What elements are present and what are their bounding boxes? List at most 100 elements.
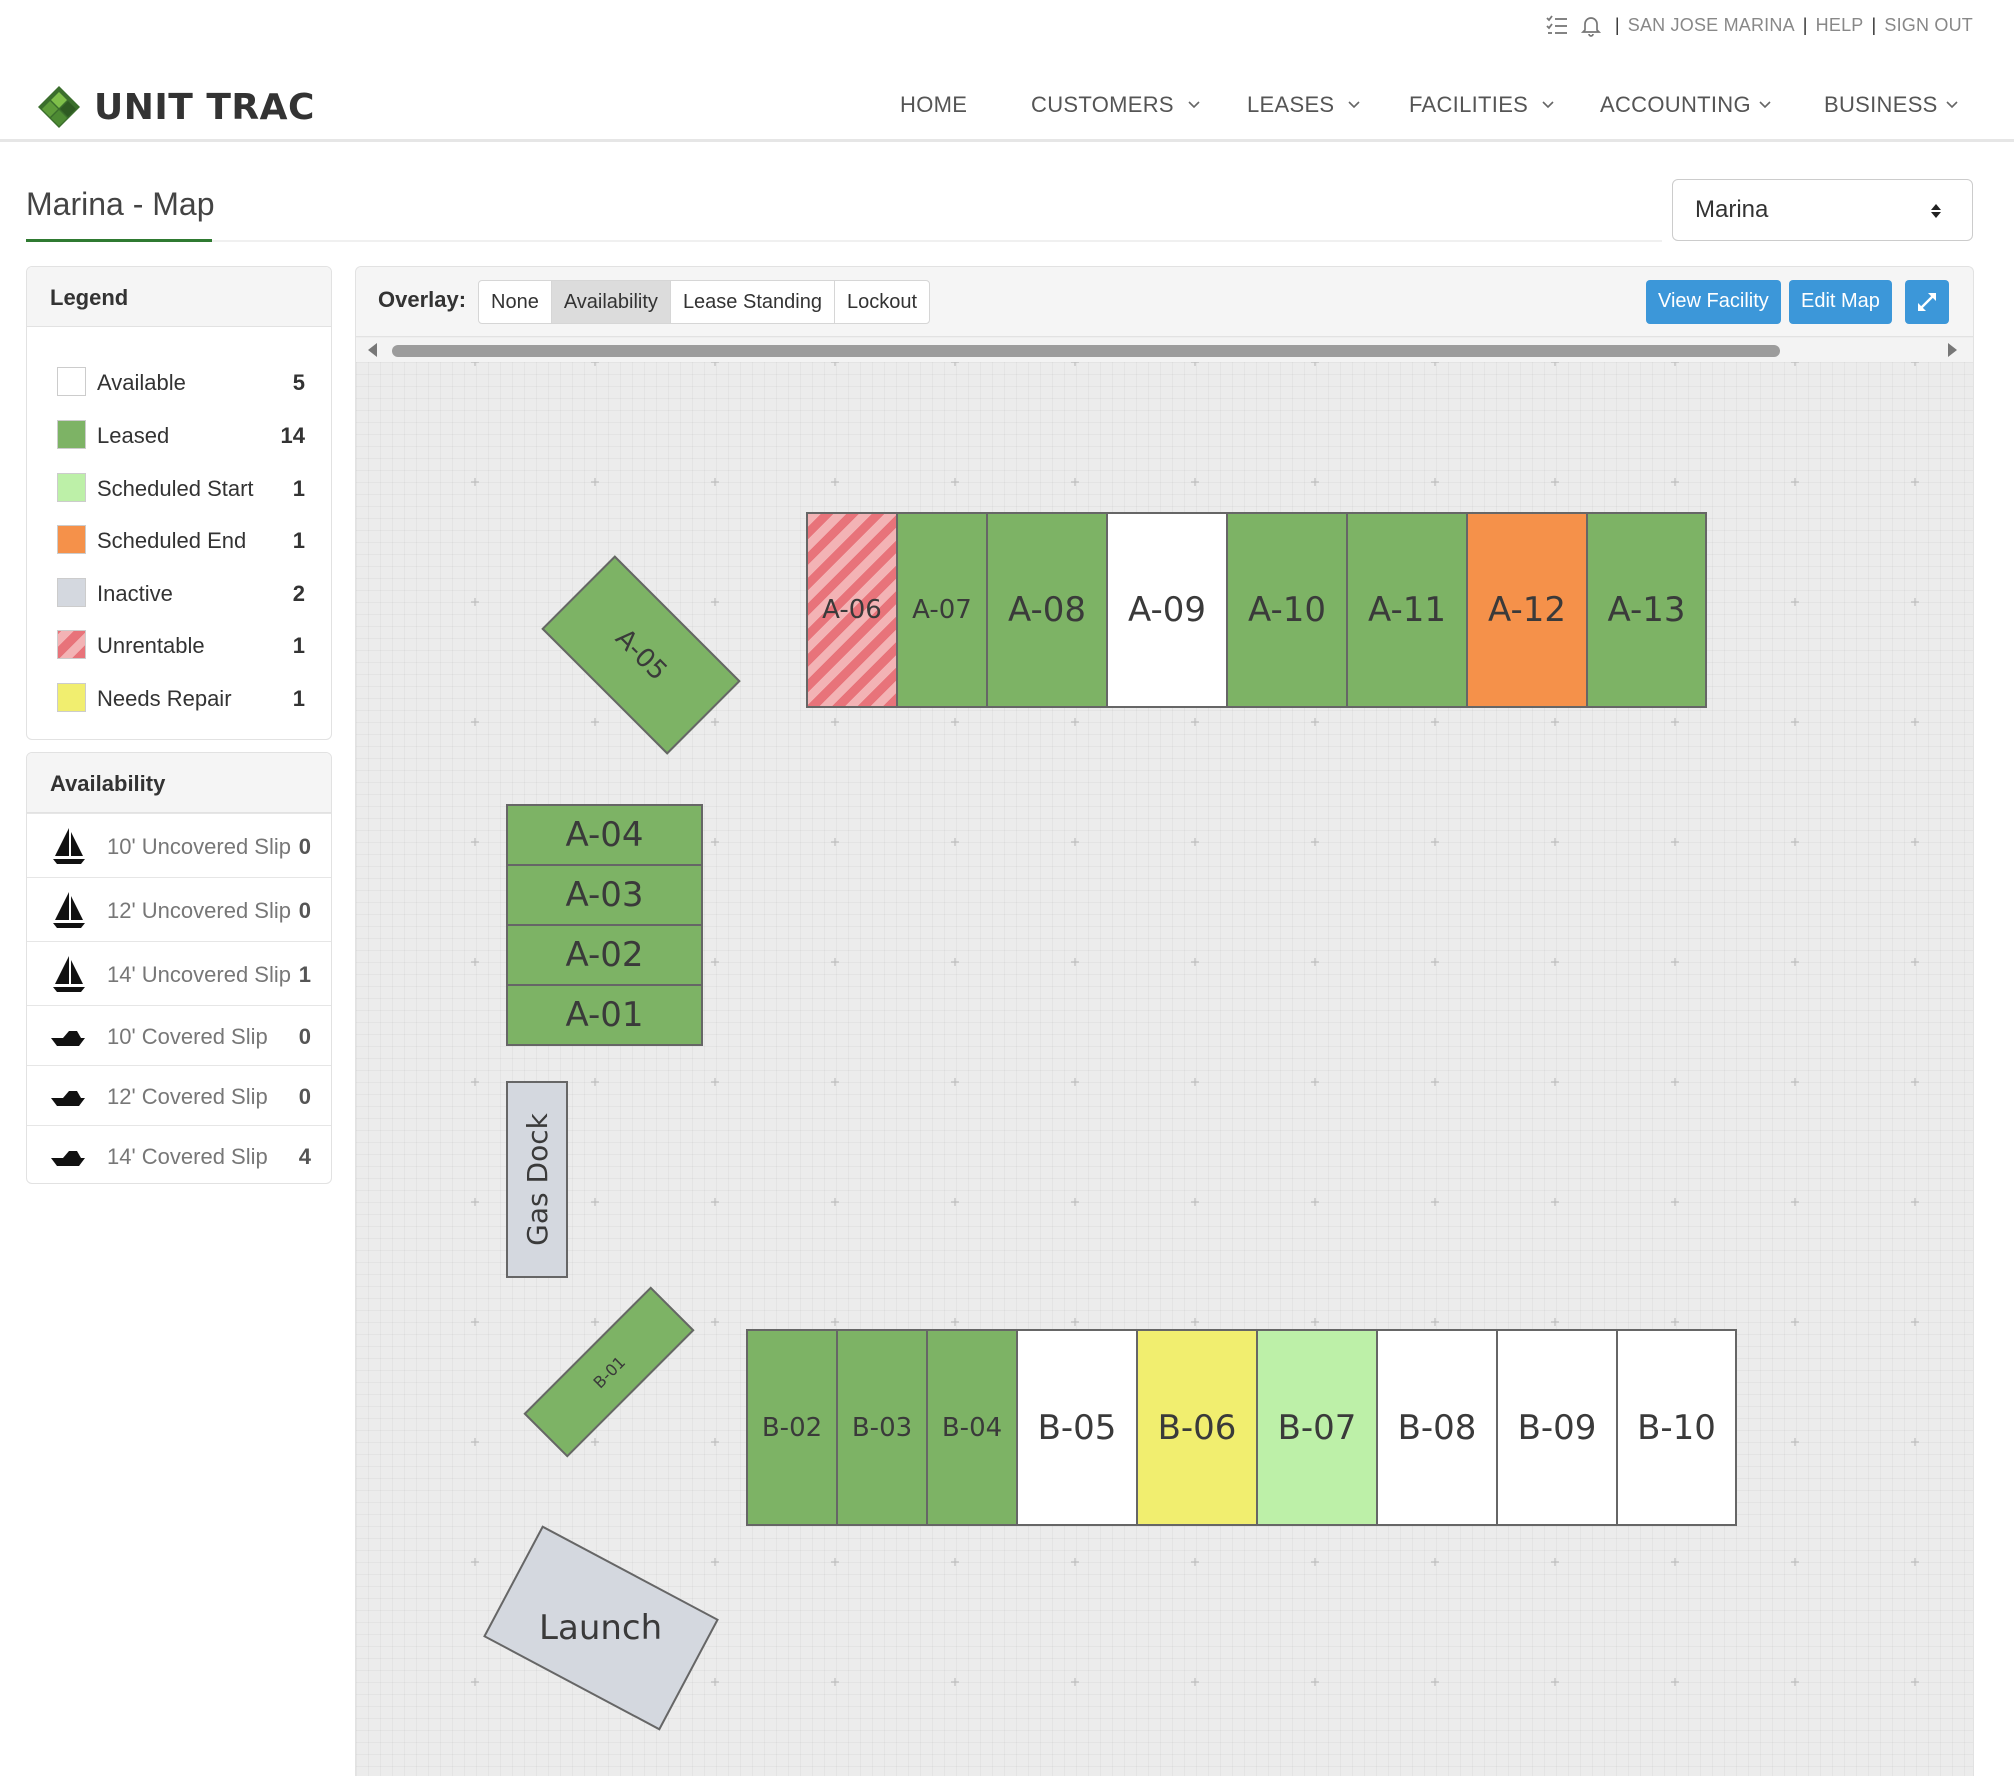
overlay-none-button[interactable]: None xyxy=(479,281,552,323)
legend-swatch xyxy=(57,630,86,659)
unit-label: B-07 xyxy=(1277,1407,1357,1448)
main-nav: HOME CUSTOMERS LEASES FACILITIES ACCOUNT… xyxy=(0,92,2014,132)
legend-swatch xyxy=(57,420,86,449)
scroll-left-arrow-icon[interactable] xyxy=(368,343,377,357)
unit-b-07[interactable]: B-07 xyxy=(1256,1329,1378,1526)
unit-b-09[interactable]: B-09 xyxy=(1496,1329,1618,1526)
help-link[interactable]: HELP xyxy=(1815,14,1864,35)
unit-label: B-05 xyxy=(1037,1407,1117,1448)
unit-a-12[interactable]: A-12 xyxy=(1466,512,1588,708)
overlay-button-group: None Availability Lease Standing Lockout xyxy=(478,280,931,324)
legend-item-available: Available 5 xyxy=(27,361,331,401)
legend-count: 1 xyxy=(292,476,305,501)
gas-dock[interactable]: Gas Dock xyxy=(506,1081,568,1278)
unit-a-02[interactable]: A-02 xyxy=(506,924,703,986)
utility-links: | SAN JOSE MARINA | HELP | SIGN OUT xyxy=(1545,13,1973,37)
logo[interactable]: UNIT TRAC xyxy=(36,84,315,130)
facility-select[interactable]: Marina xyxy=(1672,179,1973,241)
unit-label: B-02 xyxy=(761,1412,823,1443)
unit-label: A-08 xyxy=(1007,590,1087,630)
legend-item-needs-repair: Needs Repair 1 xyxy=(27,677,331,717)
unit-a-01[interactable]: A-01 xyxy=(506,984,703,1046)
unit-a-11[interactable]: A-11 xyxy=(1346,512,1468,708)
scroll-right-arrow-icon[interactable] xyxy=(1948,343,1957,357)
legend-item-scheduled-start: Scheduled Start 1 xyxy=(27,467,331,507)
scroll-thumb[interactable] xyxy=(392,345,1780,357)
availability-title: Availability xyxy=(27,753,331,813)
title-divider xyxy=(26,240,1662,242)
chevron-down-icon xyxy=(1348,101,1360,109)
unit-label: A-02 xyxy=(565,935,644,975)
availability-row[interactable]: 12' Covered Slip 0 xyxy=(27,1065,331,1125)
unit-a-04[interactable]: A-04 xyxy=(506,804,703,866)
legend-label: Needs Repair xyxy=(97,686,232,711)
unit-b-06[interactable]: B-06 xyxy=(1136,1329,1258,1526)
overlay-lease-standing-button[interactable]: Lease Standing xyxy=(671,281,835,323)
legend-item-scheduled-end: Scheduled End 1 xyxy=(27,519,331,559)
company-link[interactable]: SAN JOSE MARINA xyxy=(1627,14,1795,35)
nav-accounting-label: ACCOUNTING xyxy=(1600,92,1751,117)
unit-a-07[interactable]: A-07 xyxy=(896,512,988,708)
chevron-down-icon xyxy=(1542,101,1554,109)
expand-button[interactable] xyxy=(1905,280,1949,324)
legend-title: Legend xyxy=(27,267,331,327)
map-panel: Overlay: None Availability Lease Standin… xyxy=(355,266,1974,1776)
nav-customers[interactable]: CUSTOMERS xyxy=(1031,92,1200,118)
unit-b-08[interactable]: B-08 xyxy=(1376,1329,1498,1526)
unit-a-10[interactable]: A-10 xyxy=(1226,512,1348,708)
unit-label: B-08 xyxy=(1397,1407,1477,1448)
unit-b-04[interactable]: B-04 xyxy=(926,1329,1018,1526)
page-title: Marina - Map xyxy=(26,186,215,222)
availability-count: 1 xyxy=(298,962,311,987)
availability-count: 0 xyxy=(298,898,311,923)
unit-label: A-12 xyxy=(1487,590,1567,630)
availability-row[interactable]: 10' Covered Slip 0 xyxy=(27,1005,331,1065)
unit-a-03[interactable]: A-03 xyxy=(506,864,703,926)
legend-label: Scheduled End xyxy=(97,528,247,553)
nav-business[interactable]: BUSINESS xyxy=(1824,92,1958,118)
unit-label: B-03 xyxy=(851,1412,913,1443)
legend-item-unrentable: Unrentable 1 xyxy=(27,624,331,664)
legend-count: 14 xyxy=(280,423,305,448)
nav-home[interactable]: HOME xyxy=(900,92,967,118)
overlay-lockout-button[interactable]: Lockout xyxy=(846,291,918,313)
edit-map-button[interactable]: Edit Map xyxy=(1789,280,1892,324)
availability-row[interactable]: 14' Uncovered Slip 1 xyxy=(27,941,331,1005)
unit-a-13[interactable]: A-13 xyxy=(1586,512,1707,708)
unit-b-03[interactable]: B-03 xyxy=(836,1329,928,1526)
unit-b-10[interactable]: B-10 xyxy=(1616,1329,1737,1526)
availability-label: 10' Covered Slip xyxy=(107,1024,268,1049)
unit-b-05[interactable]: B-05 xyxy=(1016,1329,1138,1526)
availability-row[interactable]: 10' Uncovered Slip 0 xyxy=(27,813,331,877)
availability-row[interactable]: 14' Covered Slip 4 xyxy=(27,1125,331,1183)
unit-a-08[interactable]: A-08 xyxy=(986,512,1108,708)
sign-out-link[interactable]: SIGN OUT xyxy=(1884,14,1973,35)
unit-b-02[interactable]: B-02 xyxy=(746,1329,838,1526)
unit-label: A-07 xyxy=(912,595,972,625)
chevron-down-icon xyxy=(1188,101,1200,109)
availability-row[interactable]: 12' Uncovered Slip 0 xyxy=(27,877,331,941)
title-accent-bar xyxy=(26,239,212,242)
map-toolbar: Overlay: None Availability Lease Standin… xyxy=(356,267,1973,337)
unit-trac-logo-icon xyxy=(38,86,80,128)
checklist-icon[interactable] xyxy=(1545,13,1569,37)
facility-select-value: Marina xyxy=(1695,196,1769,223)
unit-label: A-04 xyxy=(565,815,644,855)
unit-a-09[interactable]: A-09 xyxy=(1106,512,1228,708)
bell-icon[interactable] xyxy=(1579,13,1603,37)
nav-accounting[interactable]: ACCOUNTING xyxy=(1600,92,1771,118)
unit-a-06[interactable]: A-06 xyxy=(806,512,898,708)
legend-panel: Legend Available 5 Leased 14 Scheduled S… xyxy=(26,266,332,740)
overlay-availability-button[interactable]: Availability xyxy=(551,281,671,323)
view-facility-button[interactable]: View Facility xyxy=(1646,280,1781,324)
nav-leases-label: LEASES xyxy=(1247,92,1335,117)
sailboat-icon xyxy=(53,892,85,928)
horizontal-scrollbar[interactable] xyxy=(356,338,1973,362)
legend-item-leased: Leased 14 xyxy=(27,414,331,454)
legend-item-inactive: Inactive 2 xyxy=(27,572,331,612)
map-canvas[interactable]: A-06 A-07 A-08 A-09 A-10 A-11 A-12 A-13 … xyxy=(356,362,1973,1776)
legend-count: 2 xyxy=(292,581,305,606)
logo-text: UNIT TRAC xyxy=(94,86,315,128)
nav-facilities[interactable]: FACILITIES xyxy=(1409,92,1554,118)
nav-leases[interactable]: LEASES xyxy=(1247,92,1360,118)
